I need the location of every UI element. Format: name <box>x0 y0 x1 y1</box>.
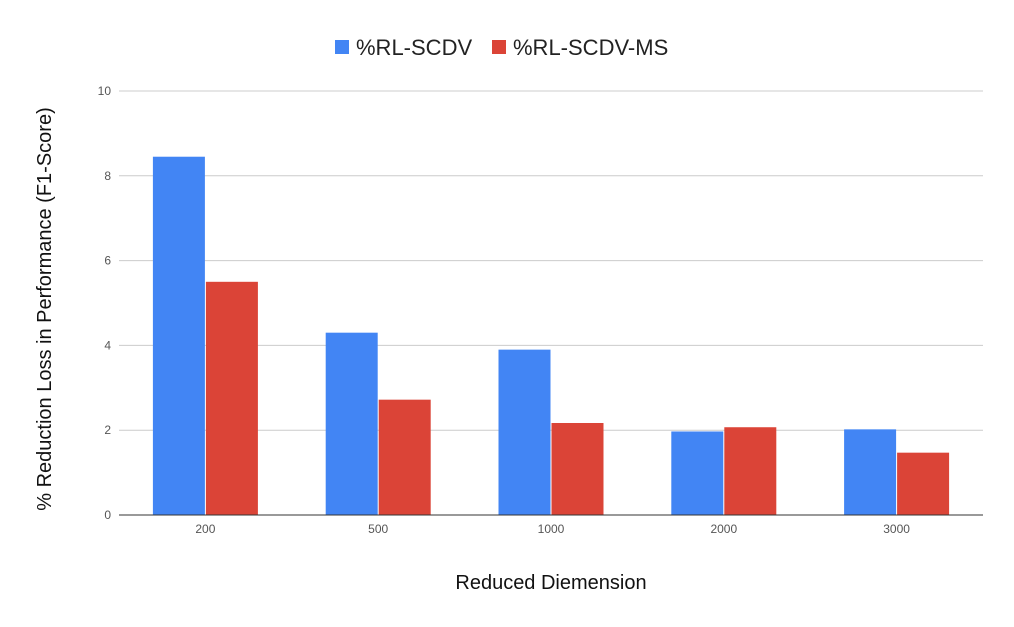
y-tick-label: 8 <box>104 169 111 183</box>
bar-rl-scdv-ms-3000 <box>897 452 950 515</box>
legend-swatch-rl-scdv-ms <box>492 40 506 54</box>
bar-rl-scdv-500 <box>325 332 378 515</box>
bar-rl-scdv-1000 <box>498 349 551 515</box>
x-tick-label: 500 <box>368 522 388 536</box>
y-tick-label: 4 <box>104 338 111 352</box>
y-axis-ticks: 0 2 4 6 8 10 <box>98 84 112 522</box>
bar-rl-scdv-2000 <box>671 431 724 515</box>
legend-label-rl-scdv-ms: %RL-SCDV-MS <box>513 35 668 60</box>
y-tick-label: 6 <box>104 254 111 268</box>
legend: %RL-SCDV %RL-SCDV-MS <box>335 35 668 60</box>
bar-rl-scdv-200 <box>152 156 205 515</box>
legend-label-rl-scdv: %RL-SCDV <box>356 35 472 60</box>
bar-rl-scdv-ms-200 <box>205 281 258 515</box>
y-tick-label: 10 <box>98 84 112 98</box>
bars <box>152 156 950 515</box>
y-tick-label: 2 <box>104 423 111 437</box>
x-tick-label: 1000 <box>538 522 565 536</box>
x-tick-label: 3000 <box>883 522 910 536</box>
legend-swatch-rl-scdv <box>335 40 349 54</box>
gridlines <box>119 90 983 431</box>
x-axis-title: Reduced Diemension <box>455 572 646 594</box>
x-axis-ticks: 200 500 1000 2000 3000 <box>195 522 910 536</box>
bar-rl-scdv-ms-500 <box>378 399 431 515</box>
y-axis-title: % Reduction Loss in Performance (F1-Scor… <box>34 107 56 511</box>
bar-rl-scdv-ms-2000 <box>724 427 777 515</box>
x-tick-label: 200 <box>195 522 215 536</box>
x-tick-label: 2000 <box>710 522 737 536</box>
bar-rl-scdv-3000 <box>844 429 897 515</box>
bar-rl-scdv-ms-1000 <box>551 422 604 515</box>
y-tick-label: 0 <box>104 508 111 522</box>
